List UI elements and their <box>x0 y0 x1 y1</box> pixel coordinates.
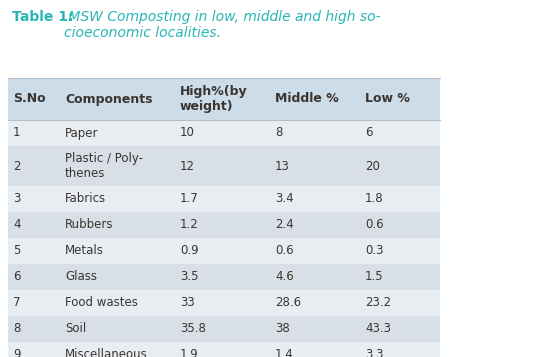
Text: Components: Components <box>65 92 152 106</box>
Text: 1.8: 1.8 <box>365 192 384 206</box>
Text: 3.5: 3.5 <box>180 271 198 283</box>
Text: 8: 8 <box>13 322 21 336</box>
Text: Glass: Glass <box>65 271 97 283</box>
Text: 6: 6 <box>13 271 21 283</box>
Text: 2.4: 2.4 <box>275 218 294 231</box>
Bar <box>8 342 440 357</box>
Bar <box>8 186 440 212</box>
Text: 3.3: 3.3 <box>365 348 384 357</box>
Text: 35.8: 35.8 <box>180 322 206 336</box>
Text: Table 1:: Table 1: <box>12 10 73 24</box>
Text: 7: 7 <box>13 297 21 310</box>
Text: 0.6: 0.6 <box>365 218 384 231</box>
Bar <box>8 212 440 238</box>
Text: Soil: Soil <box>65 322 86 336</box>
Text: 5: 5 <box>13 245 21 257</box>
Text: 1: 1 <box>13 126 21 140</box>
Text: Fabrics: Fabrics <box>65 192 106 206</box>
Text: S.No: S.No <box>13 92 46 106</box>
Text: 8: 8 <box>275 126 282 140</box>
Text: Paper: Paper <box>65 126 98 140</box>
Text: Miscellaneous: Miscellaneous <box>65 348 148 357</box>
Text: 13: 13 <box>275 160 290 172</box>
Text: 1.9: 1.9 <box>180 348 198 357</box>
Text: 1.2: 1.2 <box>180 218 198 231</box>
Text: 4: 4 <box>13 218 21 231</box>
Bar <box>8 238 440 264</box>
Bar <box>8 146 440 186</box>
Text: High%(by
weight): High%(by weight) <box>180 85 247 113</box>
Text: 0.9: 0.9 <box>180 245 198 257</box>
Text: 43.3: 43.3 <box>365 322 391 336</box>
Text: MSW Composting in low, middle and high so-
cioeconomic localities.: MSW Composting in low, middle and high s… <box>64 10 381 40</box>
Text: Plastic / Poly-
thenes: Plastic / Poly- thenes <box>65 152 143 180</box>
Text: 4.6: 4.6 <box>275 271 294 283</box>
Bar <box>8 120 440 146</box>
Text: 28.6: 28.6 <box>275 297 301 310</box>
Text: 20: 20 <box>365 160 380 172</box>
Text: Metals: Metals <box>65 245 104 257</box>
Text: 3.4: 3.4 <box>275 192 294 206</box>
Text: Middle %: Middle % <box>275 92 339 106</box>
Bar <box>8 316 440 342</box>
Text: 33: 33 <box>180 297 195 310</box>
Text: 3: 3 <box>13 192 21 206</box>
Text: Low %: Low % <box>365 92 410 106</box>
Text: 9: 9 <box>13 348 21 357</box>
Bar <box>8 264 440 290</box>
Text: 38: 38 <box>275 322 290 336</box>
Text: 10: 10 <box>180 126 195 140</box>
Text: 12: 12 <box>180 160 195 172</box>
Text: 1.4: 1.4 <box>275 348 294 357</box>
Text: 0.6: 0.6 <box>275 245 294 257</box>
Text: Food wastes: Food wastes <box>65 297 138 310</box>
Text: 1.7: 1.7 <box>180 192 198 206</box>
Bar <box>8 290 440 316</box>
Bar <box>8 78 440 120</box>
Text: 0.3: 0.3 <box>365 245 384 257</box>
Text: Rubbers: Rubbers <box>65 218 113 231</box>
Text: 6: 6 <box>365 126 373 140</box>
Text: 23.2: 23.2 <box>365 297 391 310</box>
Text: 2: 2 <box>13 160 21 172</box>
Text: 1.5: 1.5 <box>365 271 384 283</box>
